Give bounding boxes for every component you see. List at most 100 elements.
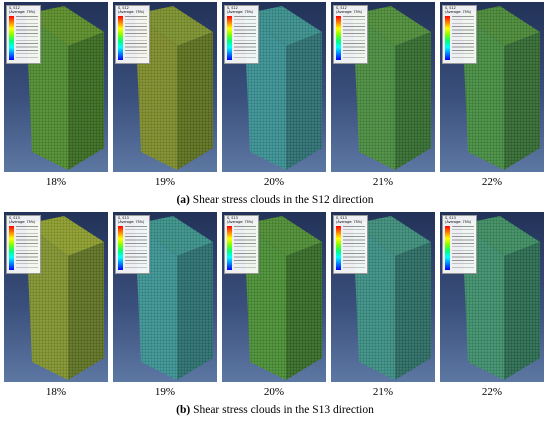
legend-average: (Average: 75%) xyxy=(9,9,36,14)
stress-cloud-panel: S, S12 (Average: 75%) xyxy=(222,2,326,172)
caption-b-text: Shear stress clouds in the S13 direction xyxy=(190,404,374,416)
block-side-face-mesh xyxy=(504,32,540,170)
block-side-face-mesh xyxy=(395,32,431,170)
legend-title: S, S13 (Average: 75%) xyxy=(336,216,363,225)
legend-color-bar xyxy=(118,226,123,270)
panel-label: 18% xyxy=(45,176,67,188)
legend-value-lines xyxy=(125,16,147,60)
legend-value-lines xyxy=(125,226,147,270)
legend-value-lines xyxy=(343,16,365,60)
block-side-face-mesh xyxy=(286,242,322,380)
legend-color-bar xyxy=(336,16,341,60)
color-legend: S, S12 (Average: 75%) xyxy=(115,5,150,64)
legend-variable: S, S12 xyxy=(9,6,20,10)
legend-title: S, S13 (Average: 75%) xyxy=(118,216,145,225)
legend-average: (Average: 75%) xyxy=(118,219,145,224)
stress-cloud-panel: S, S13 (Average: 75%) xyxy=(440,212,544,382)
legend-color-bar xyxy=(9,226,14,270)
color-legend: S, S12 (Average: 75%) xyxy=(6,5,41,64)
legend-title: S, S12 (Average: 75%) xyxy=(118,6,145,15)
legend-color-bar xyxy=(336,226,341,270)
panel-label: 19% xyxy=(154,176,176,188)
panel-label: 21% xyxy=(372,386,394,398)
legend-value-lines xyxy=(16,16,38,60)
legend-value-lines xyxy=(452,226,474,270)
row-b-stress-panels: S, S13 (Average: 75%) S, S13 (Average: 75%)… xyxy=(4,212,546,382)
block-side-face-mesh xyxy=(68,32,104,170)
legend-variable: S, S13 xyxy=(9,216,20,220)
legend-variable: S, S12 xyxy=(118,6,129,10)
color-legend: S, S13 (Average: 75%) xyxy=(333,215,368,274)
legend-average: (Average: 75%) xyxy=(227,9,254,14)
legend-variable: S, S13 xyxy=(336,216,347,220)
legend-average: (Average: 75%) xyxy=(445,219,472,224)
legend-color-bar xyxy=(9,16,14,60)
caption-a: (a) Shear stress clouds in the S12 direc… xyxy=(0,194,550,206)
legend-color-bar xyxy=(227,16,232,60)
panel-label: 18% xyxy=(45,386,67,398)
legend-value-lines xyxy=(234,16,256,60)
legend-average: (Average: 75%) xyxy=(9,219,36,224)
stress-cloud-panel: S, S12 (Average: 75%) xyxy=(113,2,217,172)
block-side-face-mesh xyxy=(177,242,213,380)
legend-variable: S, S13 xyxy=(118,216,129,220)
legend-average: (Average: 75%) xyxy=(336,9,363,14)
legend-average: (Average: 75%) xyxy=(118,9,145,14)
color-legend: S, S12 (Average: 75%) xyxy=(333,5,368,64)
legend-variable: S, S12 xyxy=(227,6,238,10)
panel-label: 22% xyxy=(481,176,503,188)
legend-title: S, S12 (Average: 75%) xyxy=(445,6,472,15)
block-top-face-mesh xyxy=(462,216,540,256)
legend-value-lines xyxy=(452,16,474,60)
legend-value-lines xyxy=(234,226,256,270)
row-a-labels: 18% 19% 20% 21% 22% xyxy=(4,176,546,192)
legend-title: S, S12 (Average: 75%) xyxy=(227,6,254,15)
caption-a-letter: (a) xyxy=(176,194,190,206)
color-legend: S, S13 (Average: 75%) xyxy=(6,215,41,274)
legend-average: (Average: 75%) xyxy=(336,219,363,224)
color-legend: S, S12 (Average: 75%) xyxy=(442,5,477,64)
block-top-face-mesh xyxy=(26,6,104,46)
caption-a-text: Shear stress clouds in the S12 direction xyxy=(189,194,374,206)
stress-cloud-panel: S, S12 (Average: 75%) xyxy=(4,2,108,172)
block-top-face-mesh xyxy=(244,6,322,46)
legend-value-lines xyxy=(16,226,38,270)
stress-cloud-panel: S, S13 (Average: 75%) xyxy=(222,212,326,382)
stress-cloud-panel: S, S13 (Average: 75%) xyxy=(4,212,108,382)
legend-title: S, S12 (Average: 75%) xyxy=(9,6,36,15)
color-legend: S, S12 (Average: 75%) xyxy=(224,5,259,64)
legend-title: S, S13 (Average: 75%) xyxy=(227,216,254,225)
stress-cloud-panel: S, S12 (Average: 75%) xyxy=(440,2,544,172)
panel-label: 22% xyxy=(481,386,503,398)
legend-color-bar xyxy=(445,16,450,60)
block-top-face-mesh xyxy=(244,216,322,256)
legend-variable: S, S12 xyxy=(336,6,347,10)
block-top-face-mesh xyxy=(135,6,213,46)
row-a-stress-panels: S, S12 (Average: 75%) S, S12 (Average: 75%)… xyxy=(4,2,546,172)
stress-cloud-panel: S, S12 (Average: 75%) xyxy=(331,2,435,172)
legend-variable: S, S13 xyxy=(445,216,456,220)
color-legend: S, S13 (Average: 75%) xyxy=(442,215,477,274)
legend-color-bar xyxy=(118,16,123,60)
panel-label: 19% xyxy=(154,386,176,398)
block-top-face-mesh xyxy=(26,216,104,256)
legend-average: (Average: 75%) xyxy=(445,9,472,14)
block-top-face-mesh xyxy=(353,216,431,256)
block-top-face-mesh xyxy=(462,6,540,46)
panel-label: 21% xyxy=(372,176,394,188)
block-side-face-mesh xyxy=(286,32,322,170)
fem-block-render xyxy=(244,6,322,170)
legend-color-bar xyxy=(227,226,232,270)
legend-variable: S, S13 xyxy=(227,216,238,220)
legend-average: (Average: 75%) xyxy=(227,219,254,224)
panel-label: 20% xyxy=(263,176,285,188)
block-side-face-mesh xyxy=(504,242,540,380)
row-b-labels: 18% 19% 20% 21% 22% xyxy=(4,386,546,402)
stress-cloud-panel: S, S13 (Average: 75%) xyxy=(113,212,217,382)
block-top-face-mesh xyxy=(353,6,431,46)
color-legend: S, S13 (Average: 75%) xyxy=(224,215,259,274)
caption-b: (b) Shear stress clouds in the S13 direc… xyxy=(0,404,550,416)
legend-title: S, S13 (Average: 75%) xyxy=(445,216,472,225)
block-side-face-mesh xyxy=(395,242,431,380)
legend-variable: S, S12 xyxy=(445,6,456,10)
